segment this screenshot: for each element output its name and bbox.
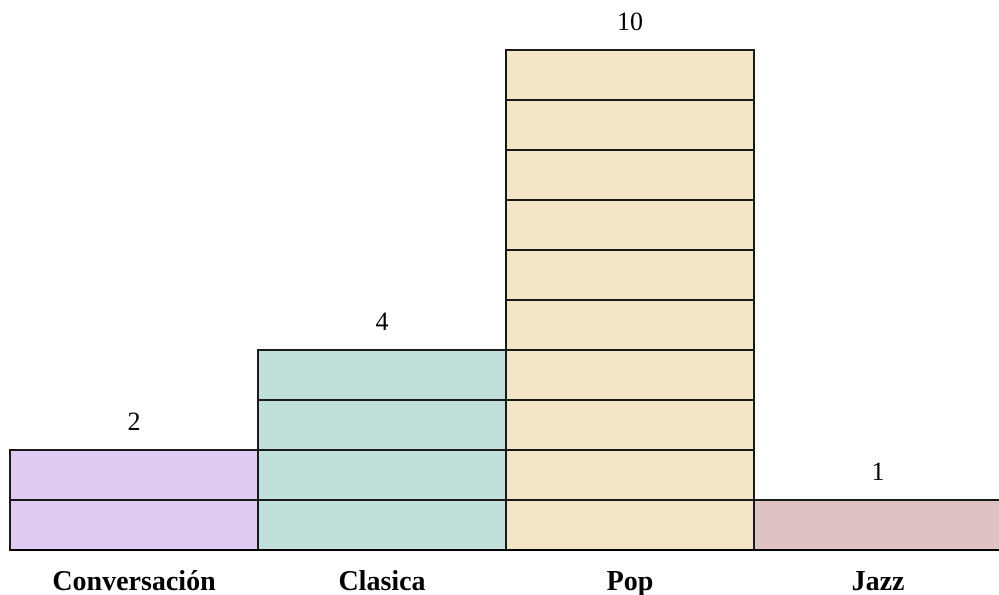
value-label-pop: 10: [617, 7, 643, 36]
bar-pop-unit-8: [505, 149, 755, 201]
bar-pop-unit-5: [505, 299, 755, 351]
value-label-conversacion: 2: [128, 407, 141, 436]
category-label-pop: Pop: [607, 566, 654, 595]
value-label-jazz: 1: [872, 457, 885, 486]
bars-group: [9, 49, 999, 551]
bar-pop-unit-1: [505, 499, 755, 551]
bar-pop-unit-10: [505, 49, 755, 101]
category-label-conversacion: Conversación: [52, 566, 216, 595]
bar-jazz-unit-1: [753, 499, 999, 551]
bar-pop-unit-2: [505, 449, 755, 501]
value-label-clasica: 4: [376, 307, 389, 336]
value-labels-group: 2 4 10 1: [128, 7, 885, 486]
bar-clasica-unit-4: [257, 349, 507, 401]
bar-pop-unit-6: [505, 249, 755, 301]
bar-pop-unit-3: [505, 399, 755, 451]
bar-clasica-unit-3: [257, 399, 507, 451]
category-label-jazz: Jazz: [852, 566, 905, 595]
bar-pop-unit-4: [505, 349, 755, 401]
category-labels-group: Conversación Clasica Pop Jazz: [52, 566, 904, 595]
bar-pop-unit-9: [505, 99, 755, 151]
bar-pop-unit-7: [505, 199, 755, 251]
bar-clasica-unit-2: [257, 449, 507, 501]
bar-conversacion-unit-2: [9, 449, 259, 501]
category-label-clasica: Clasica: [338, 566, 425, 595]
bar-conversacion-unit-1: [9, 499, 259, 551]
bar-clasica-unit-1: [257, 499, 507, 551]
